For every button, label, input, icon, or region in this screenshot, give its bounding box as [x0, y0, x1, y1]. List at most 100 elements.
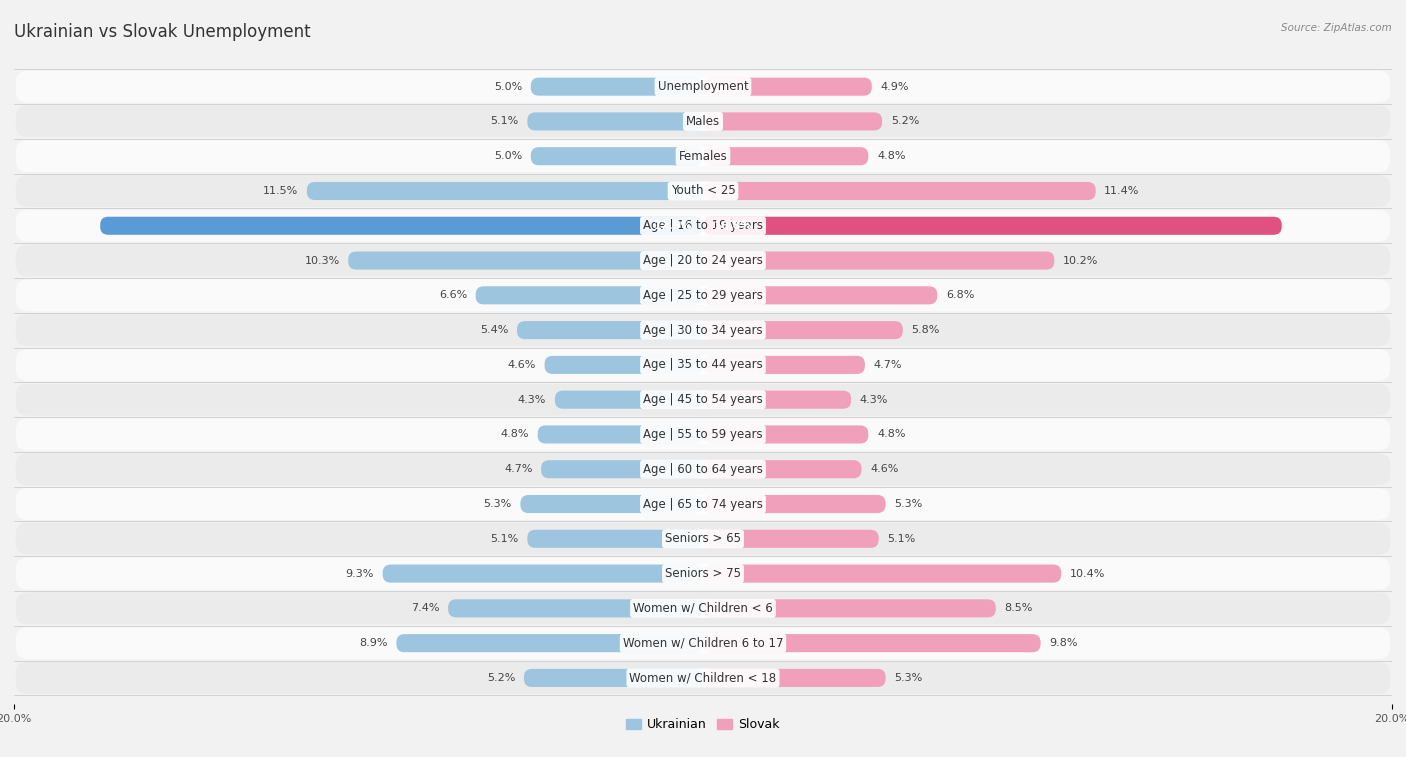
FancyBboxPatch shape — [555, 391, 703, 409]
Text: 5.4%: 5.4% — [479, 325, 509, 335]
Text: 9.8%: 9.8% — [1049, 638, 1077, 648]
Text: Age | 60 to 64 years: Age | 60 to 64 years — [643, 463, 763, 475]
FancyBboxPatch shape — [15, 105, 1391, 138]
Text: Age | 20 to 24 years: Age | 20 to 24 years — [643, 254, 763, 267]
FancyBboxPatch shape — [520, 495, 703, 513]
FancyBboxPatch shape — [15, 349, 1391, 381]
FancyBboxPatch shape — [703, 78, 872, 95]
FancyBboxPatch shape — [703, 147, 869, 165]
FancyBboxPatch shape — [15, 175, 1391, 207]
Text: 4.7%: 4.7% — [503, 464, 533, 474]
FancyBboxPatch shape — [15, 140, 1391, 172]
Text: 8.5%: 8.5% — [1004, 603, 1033, 613]
Text: Age | 25 to 29 years: Age | 25 to 29 years — [643, 289, 763, 302]
Text: 5.3%: 5.3% — [484, 499, 512, 509]
FancyBboxPatch shape — [15, 523, 1391, 555]
FancyBboxPatch shape — [703, 391, 851, 409]
Text: 5.2%: 5.2% — [486, 673, 515, 683]
FancyBboxPatch shape — [15, 627, 1391, 659]
FancyBboxPatch shape — [15, 593, 1391, 625]
Text: Youth < 25: Youth < 25 — [671, 185, 735, 198]
Text: 5.1%: 5.1% — [887, 534, 915, 544]
Text: 11.4%: 11.4% — [1104, 186, 1140, 196]
FancyBboxPatch shape — [703, 217, 1282, 235]
FancyBboxPatch shape — [703, 251, 1054, 269]
Text: Age | 45 to 54 years: Age | 45 to 54 years — [643, 393, 763, 407]
FancyBboxPatch shape — [349, 251, 703, 269]
FancyBboxPatch shape — [703, 669, 886, 687]
FancyBboxPatch shape — [449, 600, 703, 618]
Text: Ukrainian vs Slovak Unemployment: Ukrainian vs Slovak Unemployment — [14, 23, 311, 41]
FancyBboxPatch shape — [703, 530, 879, 548]
FancyBboxPatch shape — [703, 321, 903, 339]
FancyBboxPatch shape — [527, 530, 703, 548]
Text: 8.9%: 8.9% — [360, 638, 388, 648]
Text: Males: Males — [686, 115, 720, 128]
FancyBboxPatch shape — [15, 453, 1391, 485]
Text: 5.8%: 5.8% — [911, 325, 939, 335]
FancyBboxPatch shape — [15, 662, 1391, 694]
Text: 5.0%: 5.0% — [494, 151, 522, 161]
Text: 6.6%: 6.6% — [439, 291, 467, 301]
FancyBboxPatch shape — [382, 565, 703, 583]
Text: 16.8%: 16.8% — [713, 221, 752, 231]
FancyBboxPatch shape — [541, 460, 703, 478]
FancyBboxPatch shape — [703, 634, 1040, 653]
Text: Women w/ Children < 18: Women w/ Children < 18 — [630, 671, 776, 684]
FancyBboxPatch shape — [531, 78, 703, 95]
Text: 5.0%: 5.0% — [494, 82, 522, 92]
FancyBboxPatch shape — [15, 210, 1391, 241]
FancyBboxPatch shape — [703, 286, 938, 304]
Text: 17.5%: 17.5% — [654, 221, 693, 231]
Text: Females: Females — [679, 150, 727, 163]
Text: 10.4%: 10.4% — [1070, 569, 1105, 578]
Text: 6.8%: 6.8% — [946, 291, 974, 301]
FancyBboxPatch shape — [15, 279, 1391, 311]
FancyBboxPatch shape — [15, 419, 1391, 450]
Text: 9.3%: 9.3% — [346, 569, 374, 578]
Text: 4.3%: 4.3% — [859, 394, 889, 405]
Text: Age | 65 to 74 years: Age | 65 to 74 years — [643, 497, 763, 510]
Text: 5.3%: 5.3% — [894, 673, 922, 683]
FancyBboxPatch shape — [531, 147, 703, 165]
FancyBboxPatch shape — [15, 384, 1391, 416]
Text: 4.6%: 4.6% — [870, 464, 898, 474]
FancyBboxPatch shape — [544, 356, 703, 374]
Text: 5.1%: 5.1% — [491, 534, 519, 544]
Text: Women w/ Children 6 to 17: Women w/ Children 6 to 17 — [623, 637, 783, 650]
Legend: Ukrainian, Slovak: Ukrainian, Slovak — [621, 713, 785, 737]
Text: Seniors > 75: Seniors > 75 — [665, 567, 741, 580]
FancyBboxPatch shape — [703, 112, 882, 130]
FancyBboxPatch shape — [703, 495, 886, 513]
FancyBboxPatch shape — [524, 669, 703, 687]
Text: Age | 35 to 44 years: Age | 35 to 44 years — [643, 358, 763, 372]
Text: 10.3%: 10.3% — [304, 256, 340, 266]
Text: 5.1%: 5.1% — [491, 117, 519, 126]
FancyBboxPatch shape — [537, 425, 703, 444]
FancyBboxPatch shape — [517, 321, 703, 339]
FancyBboxPatch shape — [15, 245, 1391, 276]
FancyBboxPatch shape — [15, 488, 1391, 520]
Text: 4.3%: 4.3% — [517, 394, 547, 405]
FancyBboxPatch shape — [703, 460, 862, 478]
FancyBboxPatch shape — [703, 565, 1062, 583]
FancyBboxPatch shape — [15, 314, 1391, 346]
FancyBboxPatch shape — [15, 558, 1391, 590]
Text: 4.8%: 4.8% — [877, 429, 905, 440]
Text: 5.2%: 5.2% — [891, 117, 920, 126]
Text: Age | 30 to 34 years: Age | 30 to 34 years — [643, 323, 763, 337]
Text: Unemployment: Unemployment — [658, 80, 748, 93]
FancyBboxPatch shape — [100, 217, 703, 235]
Text: 4.8%: 4.8% — [877, 151, 905, 161]
FancyBboxPatch shape — [307, 182, 703, 200]
Text: 4.9%: 4.9% — [880, 82, 908, 92]
Text: Seniors > 65: Seniors > 65 — [665, 532, 741, 545]
Text: Age | 55 to 59 years: Age | 55 to 59 years — [643, 428, 763, 441]
Text: 4.6%: 4.6% — [508, 360, 536, 370]
Text: 4.8%: 4.8% — [501, 429, 529, 440]
Text: 10.2%: 10.2% — [1063, 256, 1098, 266]
Text: 11.5%: 11.5% — [263, 186, 298, 196]
FancyBboxPatch shape — [703, 356, 865, 374]
FancyBboxPatch shape — [475, 286, 703, 304]
FancyBboxPatch shape — [527, 112, 703, 130]
